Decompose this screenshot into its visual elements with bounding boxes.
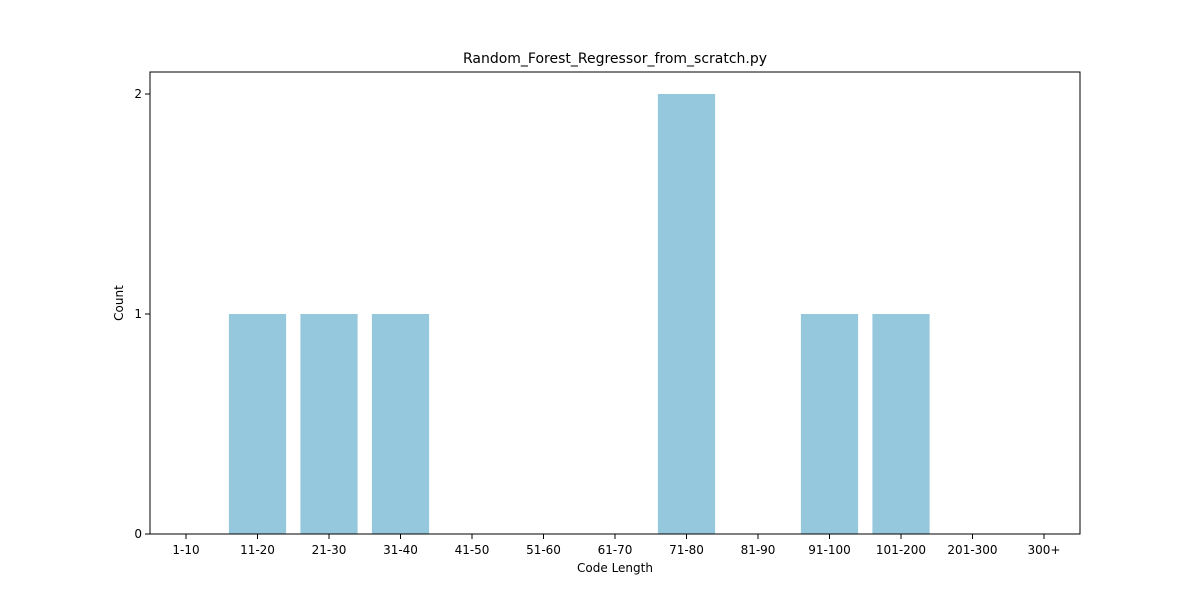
y-axis-label: Count	[112, 285, 126, 321]
y-tick-label: 0	[134, 527, 142, 541]
x-tick-label: 81-90	[741, 543, 776, 557]
bar-11-20	[228, 314, 287, 534]
x-tick-label: 201-300	[947, 543, 997, 557]
x-tick-label: 71-80	[669, 543, 704, 557]
x-tick-label: 300+	[1028, 543, 1061, 557]
x-tick-label: 91-100	[808, 543, 851, 557]
x-tick-label: 11-20	[240, 543, 275, 557]
x-tick-label: 101-200	[876, 543, 926, 557]
bar-91-100	[800, 314, 859, 534]
x-axis-ticks: 1-10 11-20 21-30 31-40 41-50 51-60 61-70 71-80 8…	[172, 534, 1060, 557]
x-tick-label: 1-10	[172, 543, 199, 557]
y-axis-ticks: 0 1 2	[134, 87, 150, 541]
bar-101-200	[872, 314, 930, 534]
x-axis-label: Code Length	[577, 561, 653, 575]
x-tick-label: 61-70	[598, 543, 633, 557]
y-tick-label: 2	[134, 87, 142, 101]
x-tick-label: 31-40	[383, 543, 418, 557]
bars-group	[228, 94, 930, 534]
bar-31-40	[371, 314, 430, 534]
x-tick-label: 21-30	[312, 543, 347, 557]
x-tick-label: 51-60	[526, 543, 561, 557]
bar-71-80	[657, 94, 716, 534]
chart-title: Random_Forest_Regressor_from_scratch.py	[463, 51, 767, 67]
x-tick-label: 41-50	[455, 543, 490, 557]
y-tick-label: 1	[134, 307, 142, 321]
bar-21-30	[300, 314, 358, 534]
